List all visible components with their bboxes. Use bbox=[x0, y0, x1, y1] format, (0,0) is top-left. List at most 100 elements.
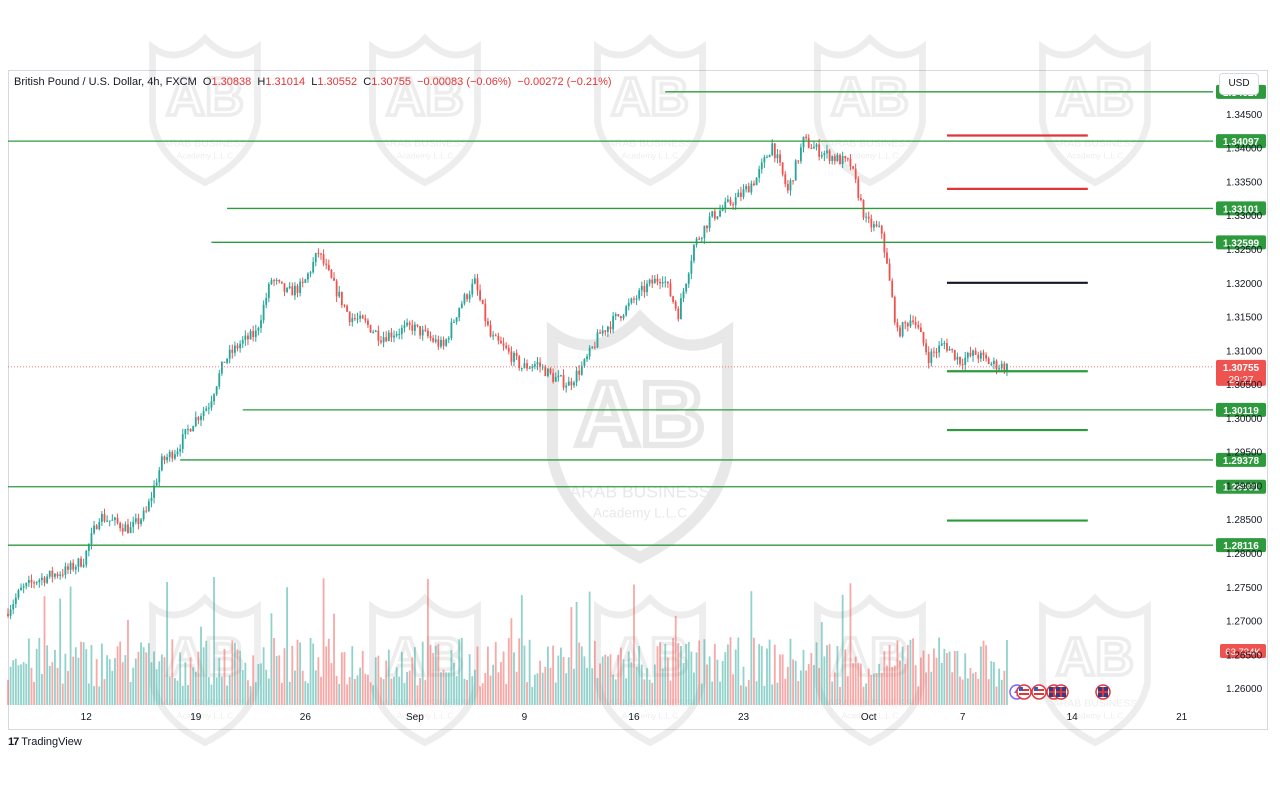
candle-body[interactable] bbox=[680, 298, 682, 320]
flag-us-icon[interactable] bbox=[1031, 684, 1047, 700]
candle-body[interactable] bbox=[792, 180, 794, 182]
candle-body[interactable] bbox=[713, 211, 716, 219]
candle-body[interactable] bbox=[580, 365, 583, 375]
candle-body[interactable] bbox=[625, 306, 628, 316]
candle-body[interactable] bbox=[687, 273, 690, 284]
candle-body[interactable] bbox=[635, 298, 638, 300]
candle-body[interactable] bbox=[849, 158, 852, 167]
candle-body[interactable] bbox=[46, 576, 49, 583]
candle-body[interactable] bbox=[82, 564, 85, 567]
candle-body[interactable] bbox=[38, 580, 41, 583]
candle-body[interactable] bbox=[614, 314, 617, 317]
candle-body[interactable] bbox=[356, 318, 359, 320]
candle-body[interactable] bbox=[901, 322, 904, 337]
candle-body[interactable] bbox=[56, 573, 59, 576]
candle-body[interactable] bbox=[672, 296, 675, 302]
candle-body[interactable] bbox=[570, 381, 573, 386]
candle-body[interactable] bbox=[888, 263, 891, 281]
candle-body[interactable] bbox=[987, 358, 990, 365]
candle-body[interactable] bbox=[291, 286, 294, 296]
candle-body[interactable] bbox=[374, 330, 377, 332]
candle-body[interactable] bbox=[844, 156, 847, 159]
candle-body[interactable] bbox=[638, 290, 641, 299]
candle-body[interactable] bbox=[536, 362, 539, 365]
candle-body[interactable] bbox=[513, 352, 515, 362]
candle-body[interactable] bbox=[648, 279, 651, 284]
candle-body[interactable] bbox=[820, 155, 823, 157]
candle-body[interactable] bbox=[270, 280, 273, 284]
candle-body[interactable] bbox=[382, 337, 385, 343]
candle-body[interactable] bbox=[669, 283, 672, 297]
candle-body[interactable] bbox=[314, 253, 317, 263]
candle-body[interactable] bbox=[554, 376, 557, 382]
candle-body[interactable] bbox=[327, 264, 330, 270]
candle-body[interactable] bbox=[773, 143, 776, 159]
candle-body[interactable] bbox=[59, 574, 62, 576]
candle-body[interactable] bbox=[617, 314, 620, 317]
candle-body[interactable] bbox=[893, 296, 896, 323]
candle-body[interactable] bbox=[210, 401, 213, 408]
candle-body[interactable] bbox=[557, 375, 560, 377]
candle-body[interactable] bbox=[273, 280, 275, 282]
candle-body[interactable] bbox=[280, 281, 283, 284]
candle-body[interactable] bbox=[192, 426, 195, 432]
candle-body[interactable] bbox=[578, 370, 581, 375]
candle-body[interactable] bbox=[93, 525, 95, 534]
candle-body[interactable] bbox=[797, 160, 800, 162]
candle-body[interactable] bbox=[925, 343, 928, 353]
candle-body[interactable] bbox=[288, 286, 291, 289]
candle-body[interactable] bbox=[854, 168, 857, 180]
candle-body[interactable] bbox=[992, 360, 995, 364]
candle-body[interactable] bbox=[450, 322, 453, 339]
candle-body[interactable] bbox=[25, 583, 28, 587]
candle-body[interactable] bbox=[64, 566, 67, 575]
candle-body[interactable] bbox=[948, 348, 951, 351]
candle-body[interactable] bbox=[719, 210, 721, 217]
candle-body[interactable] bbox=[776, 154, 779, 159]
candle-body[interactable] bbox=[226, 358, 229, 363]
candle-body[interactable] bbox=[35, 582, 38, 584]
candle-body[interactable] bbox=[1003, 363, 1006, 371]
candle-body[interactable] bbox=[721, 208, 724, 211]
candle-body[interactable] bbox=[307, 273, 309, 280]
candle-body[interactable] bbox=[67, 566, 69, 570]
candle-body[interactable] bbox=[171, 451, 174, 459]
candle-body[interactable] bbox=[380, 340, 382, 343]
candle-body[interactable] bbox=[48, 570, 51, 577]
candle-body[interactable] bbox=[666, 281, 669, 284]
candle-body[interactable] bbox=[758, 169, 761, 178]
candle-body[interactable] bbox=[492, 335, 495, 337]
candle-body[interactable] bbox=[419, 326, 422, 336]
candle-body[interactable] bbox=[640, 286, 643, 291]
candle-body[interactable] bbox=[661, 281, 664, 284]
candle-body[interactable] bbox=[197, 417, 200, 421]
candle-body[interactable] bbox=[393, 335, 395, 338]
candle-body[interactable] bbox=[458, 307, 461, 318]
candle-body[interactable] bbox=[455, 317, 458, 322]
symbol-title[interactable]: British Pound / U.S. Dollar, 4h, FXCM bbox=[14, 76, 197, 88]
candle-body[interactable] bbox=[150, 497, 153, 502]
candle-body[interactable] bbox=[912, 320, 914, 323]
candle-body[interactable] bbox=[700, 238, 703, 240]
candle-body[interactable] bbox=[429, 336, 432, 339]
candle-body[interactable] bbox=[627, 302, 630, 307]
candle-body[interactable] bbox=[839, 154, 841, 165]
candle-body[interactable] bbox=[411, 324, 414, 331]
candle-body[interactable] bbox=[377, 330, 380, 341]
candle-body[interactable] bbox=[846, 158, 849, 160]
candle-body[interactable] bbox=[979, 352, 982, 359]
candle-body[interactable] bbox=[716, 216, 719, 219]
candle-body[interactable] bbox=[507, 348, 510, 352]
candle-body[interactable] bbox=[174, 454, 176, 459]
candle-body[interactable] bbox=[487, 321, 489, 326]
candle-body[interactable] bbox=[828, 150, 831, 162]
candle-body[interactable] bbox=[972, 350, 974, 356]
candle-body[interactable] bbox=[995, 360, 998, 370]
candle-body[interactable] bbox=[309, 272, 312, 274]
candle-body[interactable] bbox=[593, 346, 596, 348]
last-price-label[interactable]: 1.30755 bbox=[1223, 363, 1260, 374]
candle-body[interactable] bbox=[218, 373, 221, 387]
candle-body[interactable] bbox=[442, 339, 445, 346]
candle-body[interactable] bbox=[891, 280, 894, 297]
candle-body[interactable] bbox=[708, 216, 711, 229]
